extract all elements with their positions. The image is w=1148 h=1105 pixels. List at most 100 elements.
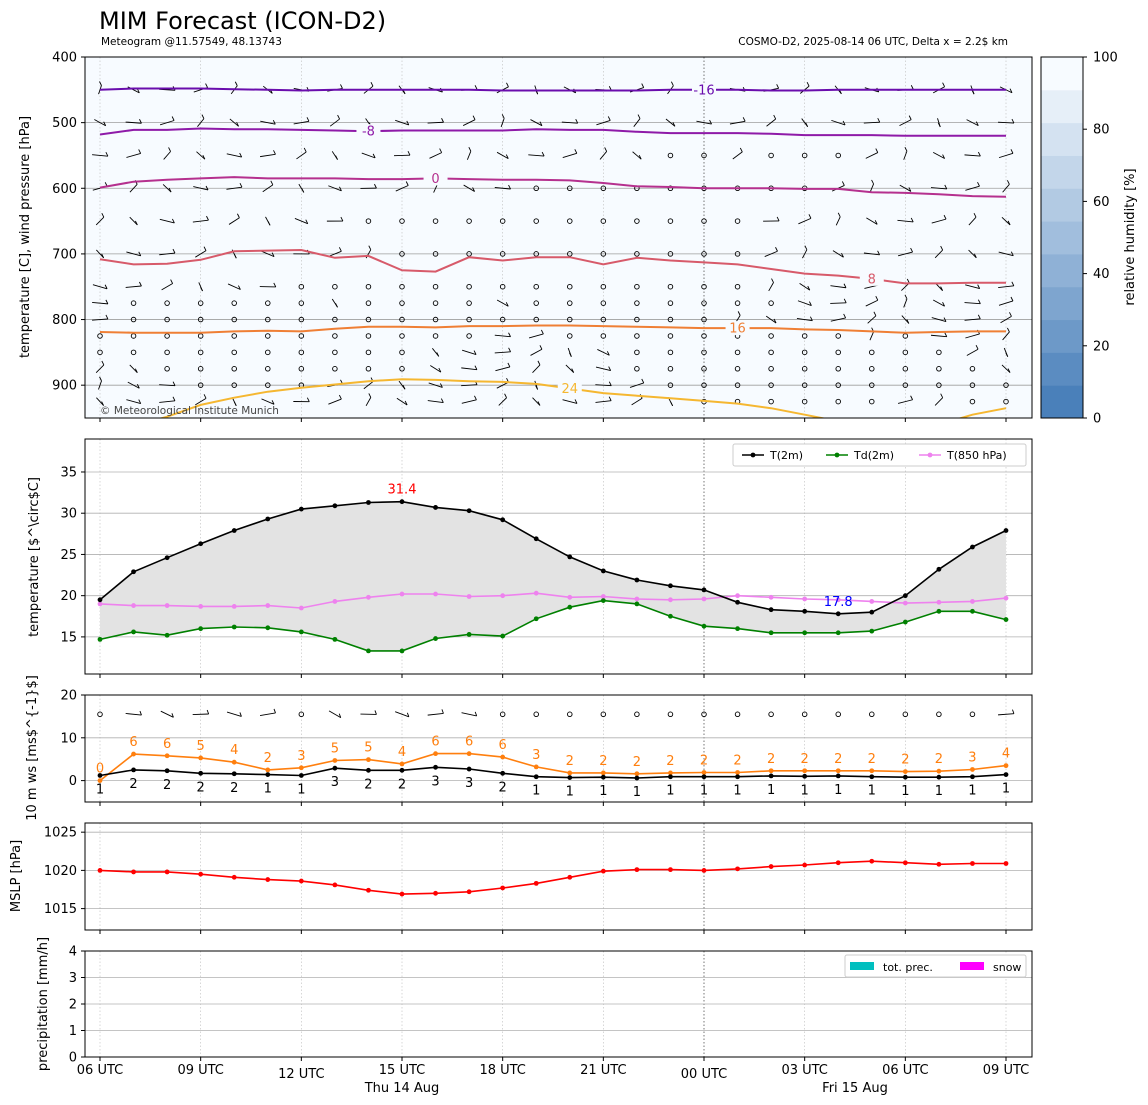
wind-barb-calm bbox=[734, 283, 741, 290]
surface-temperature-panel: 31.4 17.8 15 20 25 30 35 temperature [$^\circ… bbox=[27, 438, 1033, 678]
surface-temperature-ytick-label: 25 bbox=[60, 548, 77, 563]
wind-barb bbox=[494, 187, 511, 190]
t850-point bbox=[198, 603, 204, 609]
gust-point bbox=[835, 768, 841, 774]
wind-barb bbox=[964, 318, 981, 321]
wind-barb bbox=[965, 185, 980, 191]
gust-point bbox=[533, 764, 539, 770]
wind-barb bbox=[532, 364, 541, 373]
precipitation-ytick-label: 3 bbox=[69, 971, 77, 986]
wind-barb bbox=[92, 301, 108, 305]
time-axis-label: 00 UTC bbox=[681, 1067, 727, 1082]
wind-barb-calm bbox=[533, 218, 539, 224]
wind-barb-calm bbox=[567, 283, 573, 290]
gust-value-label: 2 bbox=[633, 755, 641, 770]
wind-barb-flag bbox=[638, 154, 642, 160]
wind-barb bbox=[195, 250, 207, 258]
t850-point bbox=[533, 590, 539, 596]
wind-barb-calm bbox=[499, 251, 506, 257]
gust-point bbox=[366, 757, 371, 763]
gust-point bbox=[1003, 763, 1009, 769]
legend-label: snow bbox=[993, 961, 1021, 974]
rh-colorbar-label: relative humidity [%] bbox=[1123, 168, 1138, 305]
mean-wind-point bbox=[332, 765, 338, 771]
wind-barb-flag bbox=[335, 155, 338, 160]
isotherm-label: 0 bbox=[431, 172, 439, 187]
wind-barb-flag bbox=[202, 155, 206, 160]
wind-barb-flag bbox=[977, 151, 981, 157]
td2m-point bbox=[735, 626, 740, 632]
wind-barb-calm bbox=[399, 218, 405, 224]
surface-wind-grid bbox=[85, 694, 1032, 802]
surface-temperature-annotations: 31.4 17.8 bbox=[388, 483, 853, 610]
wind-barb-flag bbox=[910, 247, 913, 253]
wind-barb-flag bbox=[608, 366, 612, 371]
wind-barb bbox=[393, 154, 411, 157]
t2m-point bbox=[768, 607, 774, 613]
legend-marker bbox=[834, 452, 840, 458]
gust-value-label: 5 bbox=[197, 739, 205, 754]
gust-value-label: 2 bbox=[566, 754, 574, 769]
wind-barb-flag bbox=[773, 114, 777, 120]
mean-wind-point bbox=[466, 766, 472, 772]
mean-wind-point bbox=[97, 773, 103, 778]
mslp-point bbox=[768, 864, 774, 869]
wind-barb bbox=[96, 249, 104, 259]
wind-barb-calm bbox=[902, 366, 909, 372]
wind-barb bbox=[599, 151, 607, 160]
wind-barb-flag bbox=[368, 245, 372, 250]
td2m-point bbox=[902, 619, 908, 625]
wind-barb-flag bbox=[709, 119, 712, 125]
wind-barb-calm bbox=[533, 300, 539, 306]
wind-barb-flag bbox=[906, 278, 910, 284]
wind-barb bbox=[159, 218, 175, 224]
wind-barb-flag bbox=[101, 401, 105, 406]
wind-barb-calm bbox=[1003, 398, 1009, 405]
wind-barb-flag bbox=[139, 281, 142, 287]
figure-subtitle-left: Meteogram @11.57549, 48.13743 bbox=[101, 36, 282, 48]
wind-barb bbox=[597, 349, 610, 356]
isotherm-label: 16 bbox=[729, 322, 746, 337]
gust-value-label: 2 bbox=[700, 753, 708, 768]
wind-barb-flag bbox=[171, 713, 174, 718]
wind-barb-flag bbox=[473, 350, 477, 355]
wind-barb-flag bbox=[804, 245, 808, 250]
mean-wind-value-label: 1 bbox=[297, 782, 305, 797]
mslp-line bbox=[99, 860, 1006, 895]
wind-barb bbox=[126, 152, 141, 158]
mean-wind-point bbox=[164, 768, 170, 774]
wind-barb bbox=[998, 300, 1014, 306]
wind-barb-flag bbox=[1010, 296, 1014, 302]
wind-barb-calm bbox=[634, 316, 640, 323]
mean-wind-value-label: 1 bbox=[1002, 782, 1010, 797]
wind-barb-calm bbox=[365, 300, 372, 306]
wind-barb-calm bbox=[432, 218, 439, 224]
time-axis: 06 UTC 09 UTC 12 UTC 15 UTC 18 UTC 21 UTC 00 U… bbox=[77, 1057, 1029, 1096]
wind-barb-calm bbox=[533, 316, 539, 323]
wind-barb bbox=[129, 216, 138, 226]
wind-barb-flag bbox=[200, 286, 203, 292]
surface-temperature-ytick-label: 35 bbox=[60, 465, 77, 480]
gust-point bbox=[600, 770, 606, 776]
surface-temperature-ytick-label: 30 bbox=[60, 507, 77, 522]
isotherm-label-bg bbox=[423, 171, 448, 186]
wind-barb-calm bbox=[265, 366, 271, 372]
wind-barb-calm bbox=[533, 711, 539, 718]
wind-barb-flag bbox=[273, 282, 277, 288]
wind-barb-calm bbox=[197, 349, 204, 356]
td2m-point bbox=[802, 630, 808, 636]
wind-barb-flag bbox=[506, 82, 509, 87]
mslp-point bbox=[600, 868, 606, 874]
t2m-point bbox=[97, 597, 103, 603]
wind-barb-flag bbox=[606, 351, 610, 356]
mean-wind-value-label: 2 bbox=[197, 780, 205, 795]
wind-barb-calm bbox=[701, 218, 707, 224]
wind-barb-flag bbox=[236, 122, 239, 127]
wind-barb bbox=[631, 397, 643, 406]
wind-barb bbox=[195, 397, 207, 406]
mean-wind-value-label: 2 bbox=[230, 781, 238, 796]
wind-barb-calm bbox=[567, 316, 573, 323]
wind-barb-flag bbox=[474, 711, 478, 717]
wind-barb bbox=[1002, 183, 1010, 193]
wind-barb bbox=[428, 382, 443, 388]
